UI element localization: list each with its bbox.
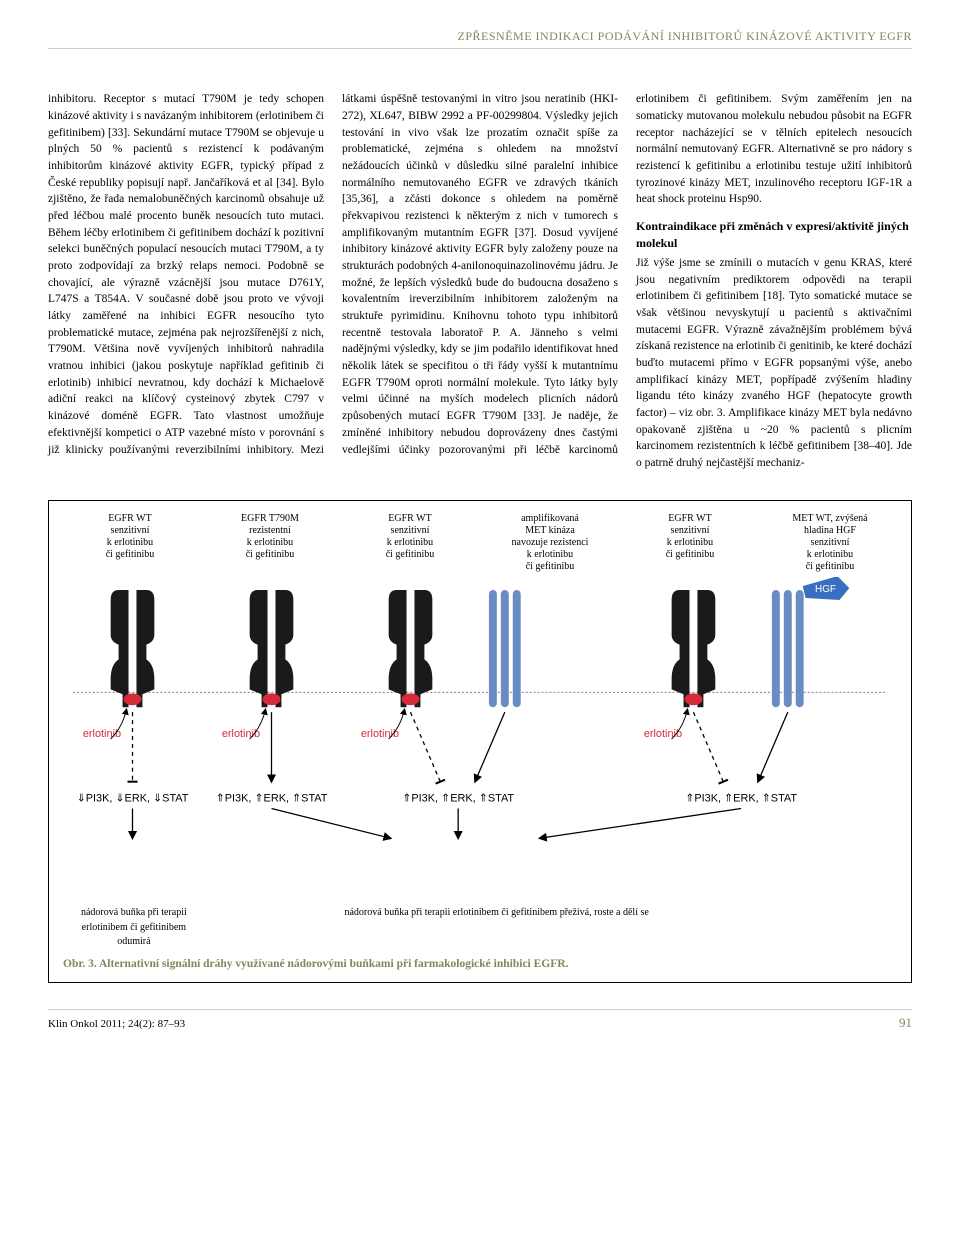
- receptor-met-amp: [489, 590, 521, 707]
- body-columns: inhibitoru. Receptor s mutací T790M je t…: [48, 91, 912, 471]
- erlotinib-bound-4: [685, 693, 703, 705]
- outcome-survives: nádorová buňka při terapii erlotinibem č…: [255, 906, 739, 950]
- figure-outcome-row: nádorová buňka při terapii erlotinibem č…: [63, 906, 897, 950]
- figure-svg: HGF erlotinib erlotinib erlotinib erloti…: [63, 577, 897, 897]
- figure-top-labels: EGFR WT senzitivní k erlotinibu či gefit…: [63, 513, 897, 573]
- receptor-met-wt: [772, 590, 804, 707]
- erlotinib-bound-2: [263, 693, 281, 705]
- body-paragraph-2: Již výše jsme se zmínili o mutacích v ge…: [636, 255, 912, 472]
- svg-text:⇑PI3K, ⇑ERK, ⇑STAT: ⇑PI3K, ⇑ERK, ⇑STAT: [402, 792, 514, 804]
- svg-text:⇓PI3K, ⇓ERK, ⇓STAT: ⇓PI3K, ⇓ERK, ⇓STAT: [77, 792, 189, 804]
- hgf-badge: HGF: [803, 577, 850, 600]
- svg-text:HGF: HGF: [815, 584, 836, 595]
- svg-text:⇑PI3K, ⇑ERK, ⇑STAT: ⇑PI3K, ⇑ERK, ⇑STAT: [685, 792, 797, 804]
- pathway-labels: ⇓PI3K, ⇓ERK, ⇓STAT ⇑PI3K, ⇑ERK, ⇑STAT ⇑P…: [77, 792, 798, 804]
- section-subhead: Kontraindikace při změnách v expresi/akt…: [636, 218, 912, 253]
- panel-label-4: amplifikovaná MET kináza navozuje rezist…: [483, 513, 617, 573]
- receptor-egfr-wt-2: [389, 590, 433, 707]
- erlotinib-arrows: [111, 709, 688, 739]
- signaling-arrows: [133, 712, 788, 782]
- header-rule: [48, 48, 912, 49]
- receptor-egfr-t790m: [250, 590, 294, 707]
- outcome-dies: nádorová buňka při terapii erlotinibem č…: [63, 906, 205, 950]
- page-footer: Klin Onkol 2011; 24(2): 87–93 91: [48, 1009, 912, 1033]
- figure-caption: Obr. 3. Alternativní signální dráhy využ…: [63, 956, 897, 973]
- page-number: 91: [899, 1014, 912, 1033]
- panel-label-3: EGFR WT senzitivní k erlotinibu či gefit…: [343, 513, 477, 573]
- panel-label-5: EGFR WT senzitivní k erlotinibu či gefit…: [623, 513, 757, 573]
- figure-3-box: EGFR WT senzitivní k erlotinibu či gefit…: [48, 500, 912, 984]
- receptor-egfr-wt-3: [672, 590, 716, 707]
- svg-text:⇑PI3K, ⇑ERK, ⇑STAT: ⇑PI3K, ⇑ERK, ⇑STAT: [216, 792, 328, 804]
- panel-label-2: EGFR T790M rezistentní k erlotinibu či g…: [203, 513, 337, 573]
- erlotinib-bound-1: [124, 693, 142, 705]
- panel-label-1: EGFR WT senzitivní k erlotinibu či gefit…: [63, 513, 197, 573]
- outcome-arrows: [133, 808, 742, 838]
- receptor-egfr-wt-1: [111, 590, 155, 707]
- journal-reference: Klin Onkol 2011; 24(2): 87–93: [48, 1017, 185, 1033]
- panel-label-6: MET WT, zvýšená hladina HGF senzitivní k…: [763, 513, 897, 573]
- figure-diagram: HGF erlotinib erlotinib erlotinib erloti…: [63, 577, 897, 903]
- erlotinib-bound-3: [402, 693, 420, 705]
- running-header: ZPŘESNĚME INDIKACI PODÁVÁNÍ INHIBITORŮ K…: [48, 28, 912, 55]
- erlotinib-labels: erlotinib erlotinib erlotinib erlotinib: [83, 728, 682, 740]
- running-title: ZPŘESNĚME INDIKACI PODÁVÁNÍ INHIBITORŮ K…: [458, 29, 912, 43]
